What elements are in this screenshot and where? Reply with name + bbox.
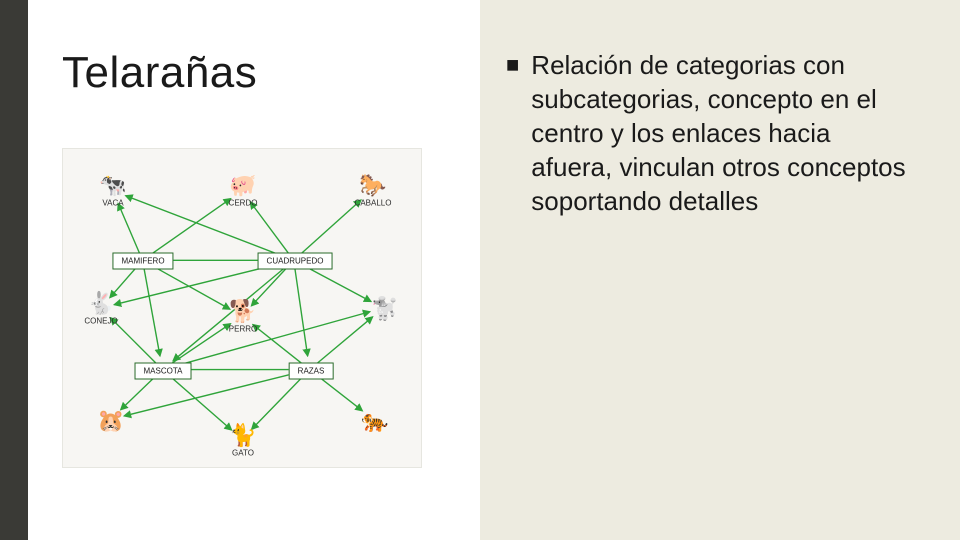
edge: [111, 318, 157, 364]
edge: [144, 268, 160, 356]
edge: [252, 375, 304, 429]
bullet-item: ■ Relación de categorias con subcategori…: [506, 48, 918, 218]
concept-box-mascota: MASCOTA: [135, 363, 192, 380]
edge: [316, 375, 362, 411]
concept-box-cuadrupedo: CUADRUPEDO: [258, 253, 333, 270]
edge: [301, 264, 371, 301]
right-column: ■ Relación de categorias con subcategori…: [480, 0, 960, 540]
spiderweb-diagram: 🐄VACA🐖CERDO🐎CABALLO🐇CONEJO🐕PERRO🐩🐹🐈GATO🐅…: [62, 148, 422, 468]
square-bullet-icon: ■: [506, 48, 519, 82]
edge: [149, 199, 231, 256]
slide-title: Telarañas: [62, 48, 450, 98]
edge: [300, 200, 361, 255]
slide: Telarañas 🐄VACA🐖CERDO🐎CABALLO🐇CONEJO🐕PER…: [0, 0, 960, 540]
left-column: Telarañas 🐄VACA🐖CERDO🐎CABALLO🐇CONEJO🐕PER…: [28, 0, 480, 540]
edge: [251, 266, 288, 306]
accent-bar: [0, 0, 28, 540]
edge: [253, 325, 303, 365]
diagram-edges-svg: [63, 149, 421, 467]
edge: [118, 204, 139, 253]
edge: [295, 268, 308, 356]
edge: [126, 196, 287, 258]
concept-box-mamifero: MAMIFERO: [112, 253, 173, 270]
edge: [170, 312, 370, 368]
edge: [173, 265, 287, 360]
edge: [110, 266, 137, 297]
edge: [121, 375, 157, 410]
concept-box-razas: RAZAS: [289, 363, 334, 380]
bullet-text: Relación de categorias con subcategorias…: [531, 48, 918, 218]
